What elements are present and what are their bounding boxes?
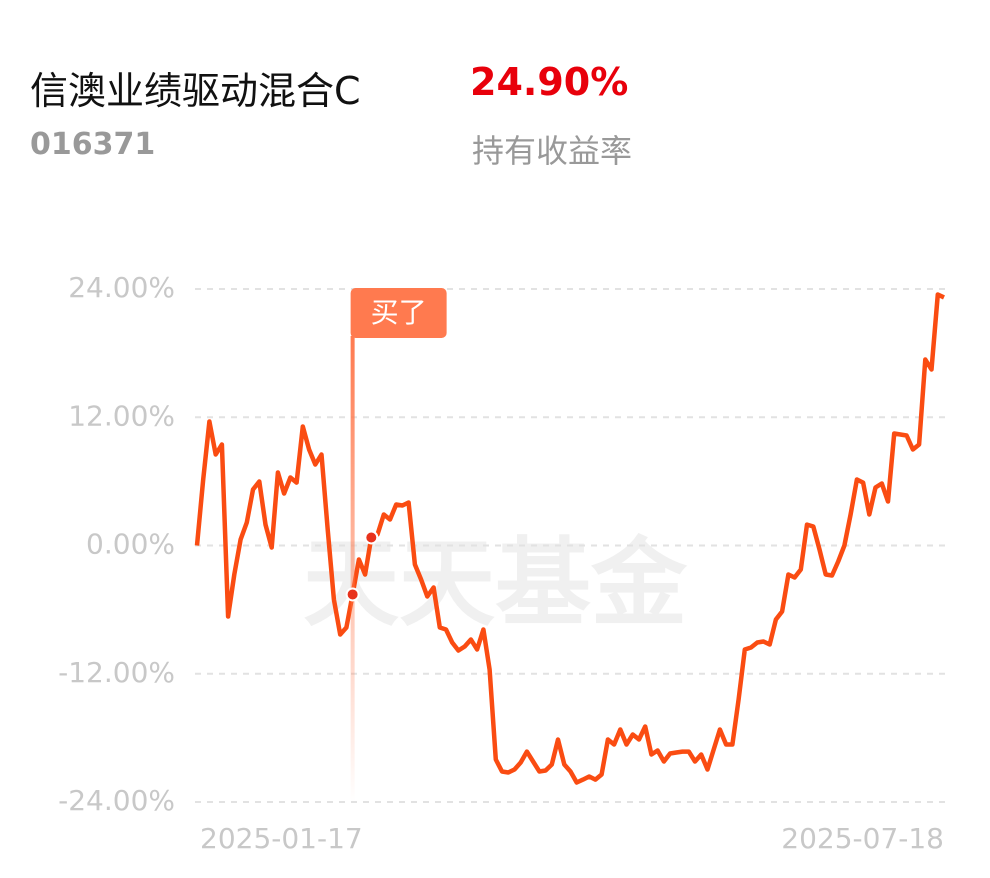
line <box>194 292 945 785</box>
x-tick-label: 2025-01-17 <box>200 822 363 855</box>
y-tick-label: 24.00% <box>68 271 175 304</box>
watermark: 天天基金 <box>303 527 688 639</box>
y-tick-label: -24.00% <box>58 784 175 817</box>
buy-line <box>350 336 355 802</box>
holding-return: 24.90% <box>470 60 629 104</box>
y-tick-label: 12.00% <box>68 399 175 432</box>
y-tick-label: 0.00% <box>86 528 175 561</box>
x-tick-label: 2025-07-18 <box>781 822 944 855</box>
buy-tag: 买了 <box>350 288 447 338</box>
buy-tag-label: 买了 <box>371 296 427 329</box>
fund-name: 信澳业绩驱动混合C <box>30 69 361 113</box>
trade-marker <box>364 530 379 545</box>
return-label: 持有收益率 <box>472 132 633 170</box>
trade-marker <box>345 587 360 602</box>
fund-code: 016371 <box>30 127 156 162</box>
buy-tag-box <box>350 288 447 338</box>
y-tick-label: -12.00% <box>58 656 175 689</box>
